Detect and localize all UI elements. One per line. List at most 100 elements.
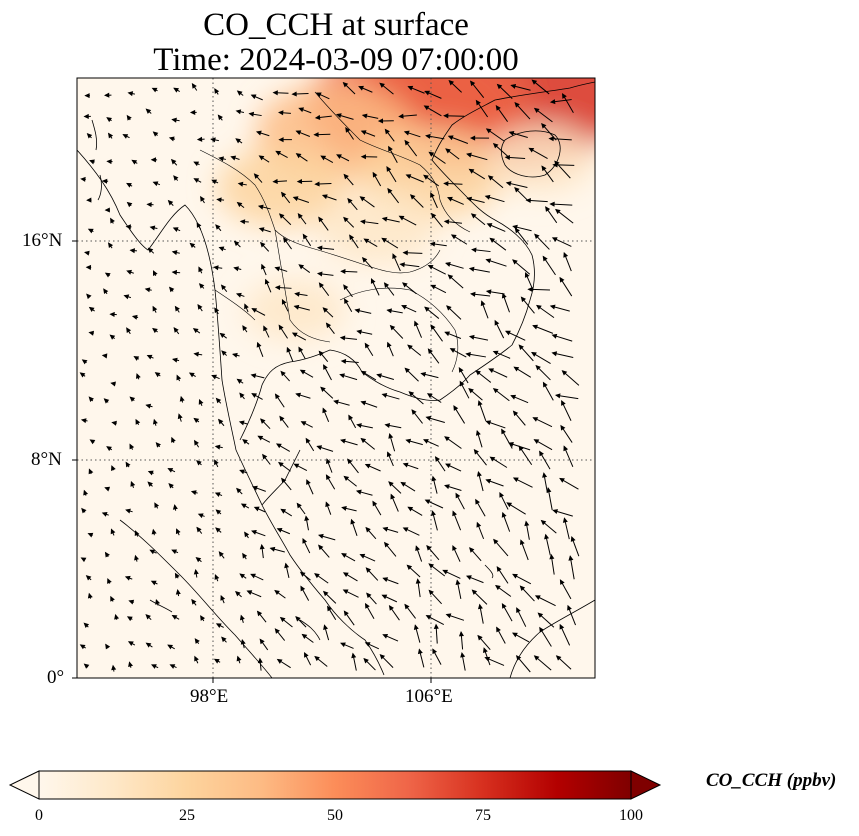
wind-arrow-head (197, 303, 203, 310)
wind-arrow-head (154, 372, 161, 378)
wind-arrow-head (88, 306, 95, 312)
wind-arrow-head (109, 311, 115, 317)
wind-arrow-head (83, 113, 89, 119)
wind-arrow-head (218, 551, 224, 557)
wind-arrow-head (562, 517, 568, 523)
wind-arrow-head (411, 409, 417, 415)
wind-arrow-head (168, 286, 175, 293)
wind-arrow-head (295, 616, 301, 622)
wind-arrow-head (200, 195, 205, 202)
wind-arrow-head (480, 300, 486, 307)
wind-arrow-head (274, 266, 281, 272)
wind-arrow-head (399, 262, 405, 268)
wind-arrow-head (318, 350, 324, 357)
wind-arrow-head (501, 602, 507, 609)
wind-arrow-head (197, 513, 204, 519)
wind-arrow-head (104, 92, 110, 98)
wind-arrow-head (190, 490, 197, 496)
border-myanmar (214, 289, 256, 321)
wind-arrow-head (87, 228, 94, 234)
wind-arrow-head (458, 630, 464, 637)
wind-arrow-head (253, 173, 260, 179)
wind-arrow-head (151, 528, 157, 535)
wind-arrow-head (80, 176, 86, 182)
wind-arrow-head (510, 83, 517, 89)
wind-arrow-head (532, 324, 538, 330)
wind-arrow-head (559, 477, 565, 483)
wind-arrow-head (495, 105, 501, 111)
wind-arrow-head (519, 585, 526, 591)
wind-arrow-head (492, 388, 499, 394)
wind-arrow-head (299, 369, 306, 375)
wind-arrow-head (103, 288, 109, 295)
wind-arrow-head (455, 579, 461, 586)
wind-arrow-head (220, 594, 226, 601)
wind-arrow-head (450, 234, 457, 240)
wind-arrow-head (360, 370, 367, 376)
wind-arrow-head (506, 502, 513, 508)
wind-arrow-head (170, 158, 177, 165)
title-line-1: CO_CCH at surface (203, 7, 469, 43)
wind-arrow-head (276, 527, 283, 533)
colorbar-label: CO_CCH (ppbv) (706, 770, 837, 791)
wind-arrow-head (88, 330, 95, 336)
wind-arrow-head (364, 602, 370, 609)
wind-arrow-head (546, 487, 552, 493)
wind-arrow-head (343, 216, 349, 223)
wind-arrow-head (79, 372, 86, 378)
wind-arrow-head (384, 423, 391, 428)
wind-arrow-head (191, 598, 197, 605)
wind-arrow-head (86, 132, 93, 139)
wind-arrow-head (471, 589, 478, 595)
wind-arrow-head (244, 303, 249, 310)
wind-arrow-head (341, 505, 347, 511)
wind-arrow-head (167, 644, 174, 650)
wind-arrow-head (218, 156, 224, 162)
wind-arrow-head (84, 250, 90, 256)
wind-arrow-head (370, 278, 376, 284)
wind-arrow-head (465, 575, 472, 581)
wind-arrow-head (347, 458, 353, 465)
wind-arrow-head (211, 374, 217, 380)
concentration-blob (216, 147, 347, 227)
wind-arrow-head (351, 652, 357, 659)
wind-arrow-head (127, 91, 134, 97)
wind-arrow-head (239, 469, 245, 475)
wind-arrow-head (106, 159, 112, 165)
wind-arrow-head (381, 237, 388, 243)
wind-arrow-head (275, 150, 282, 156)
wind-arrow-head (171, 117, 177, 123)
wind-arrow-head (475, 99, 481, 106)
wind-arrow-head (252, 485, 258, 491)
wind-arrow-head (214, 88, 220, 94)
wind-arrow-head (496, 626, 501, 633)
wind-arrow-head (343, 284, 349, 291)
wind-arrow-head (364, 463, 371, 469)
wind-arrow-head (233, 240, 240, 247)
wind-arrow-head (431, 510, 436, 516)
wind-arrow-head (236, 655, 242, 662)
wind-arrow-head (549, 99, 556, 105)
wind-arrow-head (194, 655, 199, 662)
wind-arrow-head (107, 578, 112, 584)
wind-arrow-head (152, 131, 159, 137)
concentration-blob (244, 278, 346, 342)
wind-arrow-head (150, 157, 157, 163)
wind-arrow-head (251, 530, 257, 535)
wind-arrow-head (130, 480, 136, 487)
wind-arrow-head (86, 293, 92, 300)
wind-arrow-head (84, 93, 90, 99)
wind-arrow-head (177, 413, 183, 420)
wind-arrow-head (147, 470, 154, 476)
wind-arrow-head (475, 429, 481, 436)
wind-arrow-head (262, 453, 268, 460)
wind-arrow-head (278, 324, 284, 331)
wind-arrow-head (110, 595, 115, 602)
wind-arrow-head (297, 212, 303, 219)
wind-arrow-head (477, 400, 483, 406)
wind-arrow-head (424, 306, 430, 312)
wind-arrow-head (388, 145, 393, 152)
wind-arrow-head (214, 574, 220, 580)
wind-arrow-head (175, 589, 181, 595)
wind-arrow-head (325, 322, 332, 329)
